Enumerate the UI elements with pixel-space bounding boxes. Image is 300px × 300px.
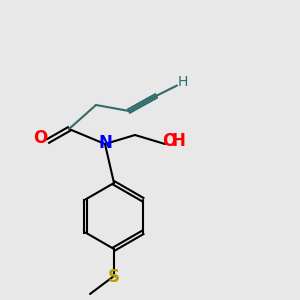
- Text: N: N: [98, 134, 112, 152]
- Text: O: O: [162, 132, 177, 150]
- Text: H: H: [178, 76, 188, 89]
- Text: H: H: [172, 132, 185, 150]
- Text: S: S: [108, 268, 120, 286]
- Text: O: O: [33, 129, 48, 147]
